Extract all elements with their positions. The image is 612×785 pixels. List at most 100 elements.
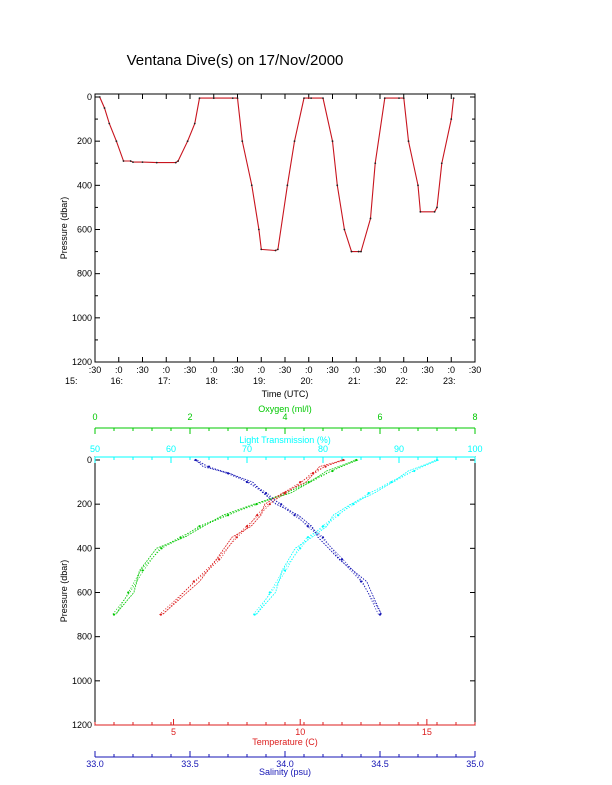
profile-point	[378, 613, 382, 616]
pressure-point	[198, 97, 201, 100]
profile-point	[127, 591, 130, 594]
x-tick-hour-label: 22:	[395, 376, 408, 386]
profile-point	[306, 525, 309, 528]
pressure-point	[174, 161, 177, 164]
x-tick-minute-label: :30	[469, 365, 482, 375]
profile-point	[179, 536, 182, 539]
x-tick-minute-label: :0	[162, 365, 170, 375]
profile-point	[390, 480, 393, 484]
profile-trace	[115, 459, 358, 615]
pressure-point	[369, 217, 372, 220]
axis-tick-label: 4	[282, 412, 287, 422]
profile-trace	[112, 459, 355, 615]
y-tick-label: 400	[77, 543, 92, 553]
profile-point	[280, 503, 283, 506]
x-tick-hour-label: 23:	[443, 376, 456, 386]
axis-tick-label: 6	[377, 412, 382, 422]
pressure-point	[250, 184, 253, 187]
pressure-point	[212, 97, 215, 100]
profile-trace	[197, 459, 383, 615]
figure-title: Ventana Dive(s) on 17/Nov/2000	[127, 52, 344, 69]
pressure-point	[231, 97, 234, 100]
profile-trace	[256, 459, 438, 615]
y-tick-label: 0	[87, 92, 92, 102]
pressure-point	[360, 250, 362, 253]
profile-point	[253, 613, 256, 616]
axis-tick-label: 33.5	[181, 759, 199, 769]
axis-tick-label: 80	[318, 444, 328, 454]
profile-plot-frame	[94, 456, 476, 726]
pressure-point	[274, 249, 277, 252]
pressure-point	[236, 97, 239, 100]
profile-point	[194, 458, 197, 462]
x-tick-minute-label: :0	[305, 365, 313, 375]
profile-point	[255, 503, 258, 506]
x-tick-minute-label: :0	[115, 365, 123, 375]
axis-tick-label: 10	[295, 727, 305, 737]
pressure-point	[193, 122, 196, 125]
profile-point	[268, 503, 271, 506]
top-y-axis-label: Pressure (dbar)	[59, 197, 69, 260]
pressure-point	[357, 250, 360, 253]
axis-tick-label: 2	[187, 412, 192, 422]
pressure-point	[177, 160, 180, 162]
x-tick-minute-label: :30	[421, 365, 434, 375]
axis-tick-label: 100	[467, 444, 482, 454]
x-tick-minute-label: :0	[257, 365, 265, 375]
pressure-point	[383, 97, 386, 100]
bottom-y-ticks: 0 200 400 600 800 1000 1200	[72, 455, 475, 730]
bottom-y-axis-label: Pressure (dbar)	[59, 560, 69, 623]
axis-tick-label: 0	[92, 412, 97, 422]
pressure-point	[260, 248, 263, 251]
axis-tick-label: 70	[242, 444, 252, 454]
axis-tick-label: 34.0	[276, 759, 294, 769]
y-tick-label: 600	[77, 588, 92, 598]
profile-trace	[162, 459, 345, 615]
profile-point	[192, 580, 195, 583]
pressure-time-plot-frame	[94, 93, 476, 363]
pressure-point	[108, 122, 111, 125]
pressure-point	[257, 228, 260, 231]
x-tick-minute-label: :0	[447, 365, 455, 375]
y-tick-label: 200	[77, 136, 92, 146]
profile-point	[226, 472, 230, 475]
x-tick-minute-label: :0	[352, 365, 360, 375]
x-tick-hour-label: 19:	[253, 376, 266, 386]
y-tick-label: 200	[77, 499, 92, 509]
profile-point	[235, 536, 238, 539]
axis-tick-label: 33.0	[86, 759, 104, 769]
profile-point	[367, 492, 370, 495]
profile-point	[435, 458, 439, 462]
profile-point	[159, 613, 162, 616]
axis-tick-label: 35.0	[466, 759, 484, 769]
pressure-point	[276, 248, 279, 251]
profile-point	[342, 458, 345, 462]
axis-tick-label: 8	[472, 412, 477, 422]
x-tick-minute-label: :0	[210, 365, 218, 375]
profile-point	[256, 514, 259, 517]
x-tick-minute-label: :30	[184, 365, 197, 375]
profile-point	[112, 613, 116, 616]
x-tick-minute-label: :30	[89, 365, 102, 375]
pressure-point	[433, 210, 436, 213]
x-tick-minute-label: :30	[374, 365, 387, 375]
profile-trace	[255, 459, 438, 615]
profile-point	[331, 469, 334, 473]
y-tick-label: 800	[77, 632, 92, 642]
x-tick-minute-label: :30	[326, 365, 339, 375]
profile-point	[245, 525, 249, 528]
profile-point	[218, 558, 221, 561]
profile-point	[307, 480, 310, 484]
x-tick-hour-label: 18:	[205, 376, 218, 386]
axis-tick-label: 15	[422, 727, 432, 737]
y-tick-label: 800	[77, 269, 92, 279]
pressure-point	[286, 184, 289, 187]
profile-point	[293, 514, 296, 517]
axis-tick-label: 5	[171, 727, 176, 737]
profile-point	[160, 547, 163, 550]
profile-point	[340, 558, 344, 561]
pressure-point	[155, 161, 158, 164]
profile-point	[141, 569, 144, 572]
pressure-point	[186, 140, 189, 143]
